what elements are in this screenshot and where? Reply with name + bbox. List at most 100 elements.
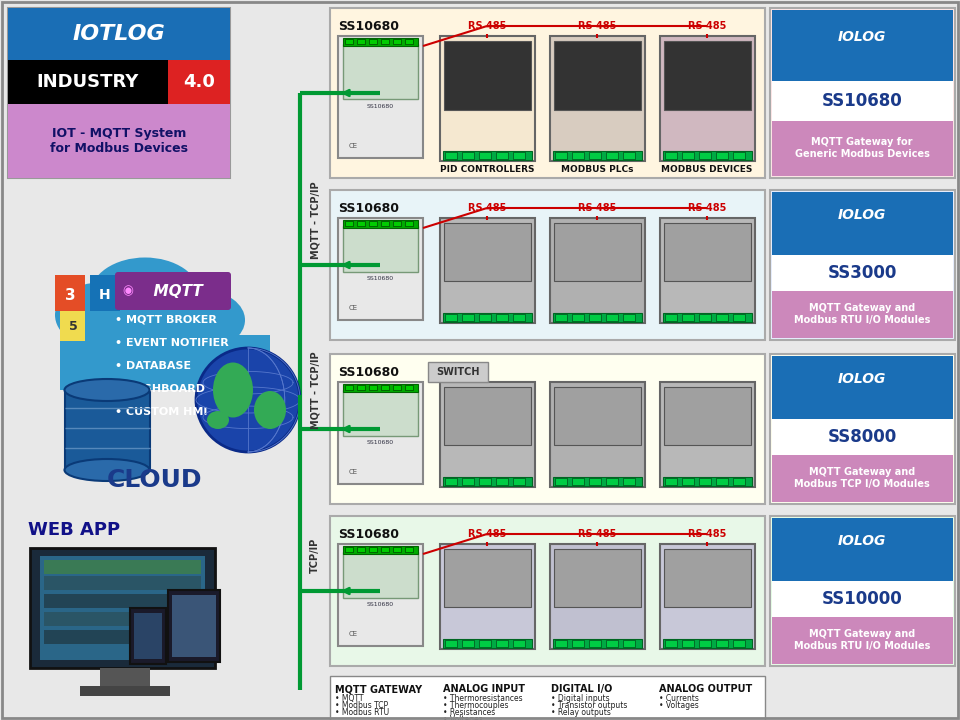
Bar	[462, 478, 474, 485]
Bar	[357, 221, 365, 226]
Text: PID CONTROLLERS: PID CONTROLLERS	[440, 166, 535, 174]
Bar	[393, 547, 401, 552]
Bar	[699, 152, 711, 159]
Text: 4.0: 4.0	[183, 73, 215, 91]
Bar	[572, 314, 584, 321]
Text: SS8000: SS8000	[828, 428, 897, 446]
Bar	[665, 314, 677, 321]
Bar	[8, 60, 168, 104]
Bar	[345, 385, 353, 390]
Bar	[65, 390, 150, 470]
Bar	[772, 419, 953, 455]
Bar	[44, 560, 201, 574]
Bar	[664, 41, 751, 109]
Bar	[682, 640, 694, 647]
Text: • EVENT NOTIFIER: • EVENT NOTIFIER	[115, 338, 228, 348]
Bar	[479, 152, 491, 159]
Bar	[772, 617, 953, 664]
Bar	[393, 385, 401, 390]
Text: SS10680: SS10680	[338, 19, 399, 32]
Bar	[660, 544, 755, 649]
Text: IOLOG: IOLOG	[838, 30, 886, 44]
Bar	[444, 223, 531, 281]
Bar	[772, 581, 953, 617]
Bar	[343, 226, 418, 272]
Bar	[8, 8, 230, 60]
Bar	[330, 676, 765, 720]
Bar	[772, 121, 953, 176]
Bar	[553, 151, 642, 160]
Bar	[330, 516, 765, 666]
Bar	[772, 192, 953, 255]
Text: H: H	[99, 288, 110, 302]
Bar	[445, 640, 457, 647]
Bar	[663, 313, 752, 322]
Text: RS 485: RS 485	[687, 21, 726, 31]
Text: • MQTT: • MQTT	[335, 694, 364, 703]
Bar	[405, 385, 413, 390]
Ellipse shape	[207, 411, 229, 429]
Bar	[664, 223, 751, 281]
Bar	[513, 314, 525, 321]
Bar	[553, 313, 642, 322]
Text: • Relay outputs: • Relay outputs	[551, 708, 611, 717]
Bar	[733, 152, 745, 159]
Text: • Voltages: • Voltages	[443, 715, 483, 720]
Bar	[345, 547, 353, 552]
Text: RS 485: RS 485	[578, 203, 616, 213]
Bar	[369, 547, 377, 552]
Bar	[772, 518, 953, 581]
Ellipse shape	[64, 379, 150, 401]
Ellipse shape	[55, 282, 145, 348]
Ellipse shape	[64, 459, 150, 481]
Bar	[699, 314, 711, 321]
Text: MODBUS PLCs: MODBUS PLCs	[561, 166, 634, 174]
Text: IOTLOG: IOTLOG	[73, 24, 165, 44]
Text: TCP/IP: TCP/IP	[310, 537, 320, 572]
Bar	[445, 314, 457, 321]
Text: MQTT: MQTT	[143, 284, 203, 299]
Text: CE: CE	[348, 305, 357, 311]
Bar	[369, 385, 377, 390]
Text: MODBUS DEVICES: MODBUS DEVICES	[661, 166, 753, 174]
Bar	[699, 640, 711, 647]
Ellipse shape	[165, 291, 245, 349]
Text: SS10680: SS10680	[338, 202, 399, 215]
Text: ANALOG OUTPUT: ANALOG OUTPUT	[659, 684, 753, 694]
Text: • Digital inputs: • Digital inputs	[551, 694, 610, 703]
Bar	[555, 478, 567, 485]
Bar	[345, 39, 353, 44]
Bar	[682, 314, 694, 321]
Bar	[443, 151, 532, 160]
Text: CLOUD: CLOUD	[108, 468, 203, 492]
Bar	[589, 314, 601, 321]
Bar	[440, 218, 535, 323]
Bar	[445, 478, 457, 485]
Bar	[555, 314, 567, 321]
Bar	[80, 686, 170, 696]
Bar	[589, 640, 601, 647]
Text: WEB APP: WEB APP	[28, 521, 120, 539]
Text: CE: CE	[348, 469, 357, 475]
Text: MQTT Gateway and
Modbus TCP I/O Modules: MQTT Gateway and Modbus TCP I/O Modules	[794, 467, 930, 489]
Bar	[44, 630, 201, 644]
Bar	[330, 190, 765, 340]
Text: SS10680: SS10680	[367, 276, 394, 282]
Text: SS10680: SS10680	[367, 104, 394, 109]
Ellipse shape	[90, 258, 200, 333]
Bar	[572, 640, 584, 647]
Bar	[623, 478, 635, 485]
Text: • CUSTOM HMI: • CUSTOM HMI	[115, 407, 207, 417]
Bar	[513, 640, 525, 647]
Bar	[330, 354, 765, 504]
Text: RS 485: RS 485	[468, 203, 506, 213]
Text: SS10000: SS10000	[822, 590, 902, 608]
Bar	[772, 255, 953, 291]
Bar	[168, 60, 230, 104]
Text: • MQTT BROKER: • MQTT BROKER	[115, 315, 217, 325]
Text: IOLOG: IOLOG	[838, 534, 886, 548]
Bar	[381, 221, 389, 226]
Bar	[772, 455, 953, 502]
Text: • Thermocouples: • Thermocouples	[443, 701, 509, 710]
Bar	[440, 382, 535, 487]
